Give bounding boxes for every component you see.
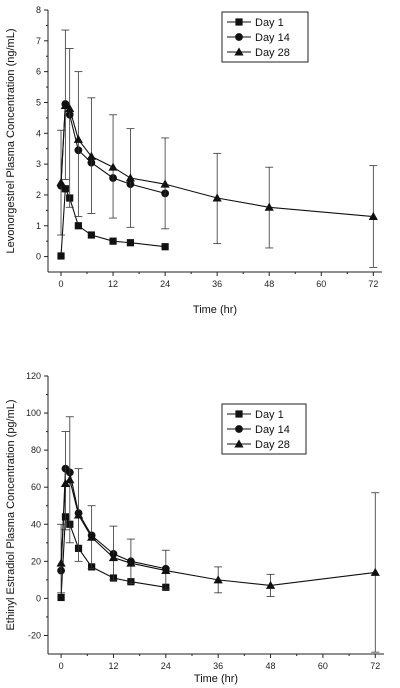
- x-tick-label: 24: [161, 661, 171, 671]
- data-point: [161, 566, 171, 575]
- y-tick-label: 4: [36, 128, 41, 138]
- data-point: [73, 510, 84, 519]
- y-tick-label: 5: [36, 97, 41, 107]
- data-point: [57, 593, 65, 602]
- y-axis-title: Levonorgestrel Plasma Concentration (ng/…: [5, 28, 17, 253]
- data-point: [65, 104, 75, 113]
- x-tick-label: 60: [318, 661, 328, 671]
- ethinyl-estradiol-chart: -20 0 20 40 60 80 100 120 0 12 24 36 48 60 72 Time (hr)…: [5, 371, 384, 685]
- data-point: [74, 222, 82, 230]
- data-point: [61, 185, 69, 193]
- data-point: [125, 173, 136, 182]
- data-point: [56, 558, 66, 567]
- series-triangle: [56, 416, 380, 653]
- y-tick-label: 100: [26, 408, 41, 418]
- x-tick-label: 72: [370, 661, 380, 671]
- y-tick-label: 1: [36, 221, 41, 231]
- data-point: [57, 252, 65, 260]
- data-point: [65, 475, 75, 484]
- data-point: [109, 237, 117, 245]
- legend-marker: [234, 47, 244, 56]
- x-axis-title: Time (hr): [194, 673, 238, 685]
- y-tick-label: 80: [31, 445, 41, 455]
- data-point: [126, 558, 136, 567]
- y-tick-label: 6: [36, 67, 41, 77]
- y-tick-label: -20: [28, 630, 41, 640]
- y-tick-label: 0: [36, 252, 41, 262]
- legend-marker: [235, 410, 243, 418]
- y-tick-label: 3: [36, 159, 41, 169]
- data-point: [73, 134, 83, 143]
- y-tick-label: 120: [26, 371, 41, 381]
- legend-marker: [235, 33, 243, 41]
- data-point: [368, 211, 378, 220]
- x-tick-label: 72: [368, 279, 378, 289]
- y-tick-label: 8: [36, 5, 41, 15]
- x-axis-title: Time (hr): [193, 304, 237, 316]
- legend-marker: [235, 18, 243, 26]
- x-tick-label: 36: [213, 661, 223, 671]
- data-point: [87, 532, 97, 541]
- legend-label: Day 14: [255, 32, 290, 44]
- data-point: [160, 179, 170, 188]
- legend-marker: [234, 439, 244, 448]
- data-point: [161, 243, 169, 251]
- y-tick-label: 20: [31, 556, 41, 566]
- x-tick-label: 0: [59, 661, 64, 671]
- x-tick-label: 0: [59, 279, 64, 289]
- x-tick-label: 48: [264, 279, 274, 289]
- y-tick-label: 0: [36, 593, 41, 603]
- x-tick-label: 12: [108, 661, 118, 671]
- data-point: [264, 202, 274, 211]
- legend-marker: [235, 425, 243, 433]
- data-point: [126, 239, 135, 247]
- data-point: [212, 193, 222, 202]
- legend-label: Day 14: [255, 424, 290, 436]
- y-tick-label: 7: [36, 36, 41, 46]
- y-tick-label: 40: [31, 519, 41, 529]
- x-tick-label: 48: [266, 661, 276, 671]
- y-tick-label: 2: [36, 190, 41, 200]
- data-point: [213, 575, 223, 584]
- legend-label: Day 1: [255, 17, 284, 29]
- y-axis-title: Ethinyl Estradiol Plasma Concentration (…: [5, 399, 17, 630]
- data-point: [108, 553, 119, 562]
- data-point: [56, 178, 66, 187]
- legend: Day 1 Day 14 Day 28: [221, 403, 307, 455]
- data-point: [265, 580, 276, 589]
- series-triangle: [56, 29, 378, 268]
- data-point: [370, 567, 380, 576]
- x-tick-label: 60: [316, 279, 326, 289]
- x-tick-label: 24: [160, 279, 170, 289]
- legend-label: Day 1: [255, 409, 284, 421]
- legend-label: Day 28: [255, 47, 290, 59]
- y-tick-label: 60: [31, 482, 41, 492]
- x-tick-label: 36: [212, 279, 222, 289]
- legend-label: Day 28: [255, 439, 290, 451]
- data-point: [87, 231, 95, 239]
- data-point: [86, 151, 96, 160]
- data-point: [60, 100, 70, 110]
- x-tick-label: 12: [108, 279, 118, 289]
- legend: Day 1 Day 14 Day 28: [221, 11, 309, 63]
- data-point: [108, 162, 118, 171]
